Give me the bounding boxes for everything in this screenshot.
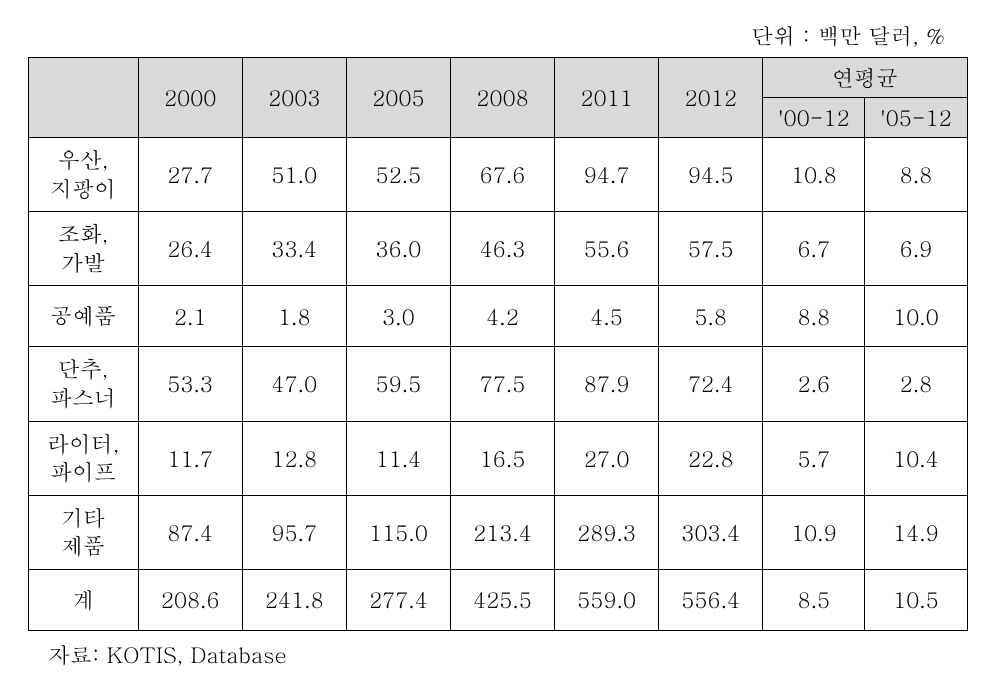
table-row: 단추,파스너53.347.059.577.587.972.42.62.8 [28, 347, 967, 421]
header-year: 2005 [346, 58, 450, 138]
header-year: 2003 [242, 58, 346, 138]
cell-value: 3.0 [346, 286, 450, 347]
cell-value: 14.9 [865, 495, 967, 569]
unit-label: 단위 : 백만 달러, % [20, 20, 975, 51]
cell-value: 4.5 [555, 286, 659, 347]
cell-value: 115.0 [346, 495, 450, 569]
cell-value: 94.5 [659, 138, 763, 212]
table-body: 우산,지팡이27.751.052.567.694.794.510.88.8조화,… [28, 138, 967, 631]
table-header: 2000 2003 2005 2008 2011 2012 연평균 '00-12… [28, 58, 967, 138]
cell-value: 10.4 [865, 421, 967, 495]
cell-value: 556.4 [659, 569, 763, 630]
cell-value: 95.7 [242, 495, 346, 569]
cell-value: 33.4 [242, 212, 346, 286]
cell-value: 51.0 [242, 138, 346, 212]
cell-value: 241.8 [242, 569, 346, 630]
row-category: 조화,가발 [28, 212, 138, 286]
cell-value: 213.4 [450, 495, 554, 569]
table-row: 우산,지팡이27.751.052.567.694.794.510.88.8 [28, 138, 967, 212]
cell-value: 12.8 [242, 421, 346, 495]
cell-value: 47.0 [242, 347, 346, 421]
cell-value: 8.8 [763, 286, 865, 347]
row-category: 공예품 [28, 286, 138, 347]
cell-value: 2.6 [763, 347, 865, 421]
cell-value: 559.0 [555, 569, 659, 630]
cell-value: 72.4 [659, 347, 763, 421]
cell-value: 2.8 [865, 347, 967, 421]
cell-value: 52.5 [346, 138, 450, 212]
header-year: 2011 [555, 58, 659, 138]
cell-value: 289.3 [555, 495, 659, 569]
source-label: 자료: KOTIS, Database [20, 639, 975, 670]
header-avg-sub: '05-12 [865, 98, 967, 138]
header-avg-sub: '00-12 [763, 98, 865, 138]
cell-value: 46.3 [450, 212, 554, 286]
cell-value: 4.2 [450, 286, 554, 347]
header-year: 2012 [659, 58, 763, 138]
cell-value: 53.3 [138, 347, 242, 421]
cell-value: 10.9 [763, 495, 865, 569]
cell-value: 208.6 [138, 569, 242, 630]
cell-value: 1.8 [242, 286, 346, 347]
row-category: 계 [28, 569, 138, 630]
cell-value: 26.4 [138, 212, 242, 286]
table-row: 라이터,파이프11.712.811.416.527.022.85.710.4 [28, 421, 967, 495]
cell-value: 57.5 [659, 212, 763, 286]
cell-value: 36.0 [346, 212, 450, 286]
cell-value: 10.8 [763, 138, 865, 212]
cell-value: 10.5 [865, 569, 967, 630]
cell-value: 87.4 [138, 495, 242, 569]
cell-value: 277.4 [346, 569, 450, 630]
cell-value: 67.6 [450, 138, 554, 212]
cell-value: 11.7 [138, 421, 242, 495]
cell-value: 77.5 [450, 347, 554, 421]
cell-value: 59.5 [346, 347, 450, 421]
table-row: 공예품2.11.83.04.24.55.88.810.0 [28, 286, 967, 347]
header-avg-group: 연평균 [763, 58, 967, 98]
cell-value: 5.7 [763, 421, 865, 495]
cell-value: 8.8 [865, 138, 967, 212]
row-category: 라이터,파이프 [28, 421, 138, 495]
header-year: 2000 [138, 58, 242, 138]
cell-value: 55.6 [555, 212, 659, 286]
row-category: 단추,파스너 [28, 347, 138, 421]
cell-value: 6.9 [865, 212, 967, 286]
cell-value: 10.0 [865, 286, 967, 347]
header-blank [28, 58, 138, 138]
table-row: 조화,가발26.433.436.046.355.657.56.76.9 [28, 212, 967, 286]
cell-value: 87.9 [555, 347, 659, 421]
cell-value: 425.5 [450, 569, 554, 630]
cell-value: 94.7 [555, 138, 659, 212]
cell-value: 6.7 [763, 212, 865, 286]
cell-value: 5.8 [659, 286, 763, 347]
header-year: 2008 [450, 58, 554, 138]
cell-value: 22.8 [659, 421, 763, 495]
cell-value: 16.5 [450, 421, 554, 495]
cell-value: 11.4 [346, 421, 450, 495]
table-row: 계208.6241.8277.4425.5559.0556.48.510.5 [28, 569, 967, 630]
table-row: 기타제품87.495.7115.0213.4289.3303.410.914.9 [28, 495, 967, 569]
data-table: 2000 2003 2005 2008 2011 2012 연평균 '00-12… [28, 57, 968, 631]
row-category: 우산,지팡이 [28, 138, 138, 212]
cell-value: 303.4 [659, 495, 763, 569]
cell-value: 2.1 [138, 286, 242, 347]
cell-value: 8.5 [763, 569, 865, 630]
cell-value: 27.0 [555, 421, 659, 495]
cell-value: 27.7 [138, 138, 242, 212]
row-category: 기타제품 [28, 495, 138, 569]
